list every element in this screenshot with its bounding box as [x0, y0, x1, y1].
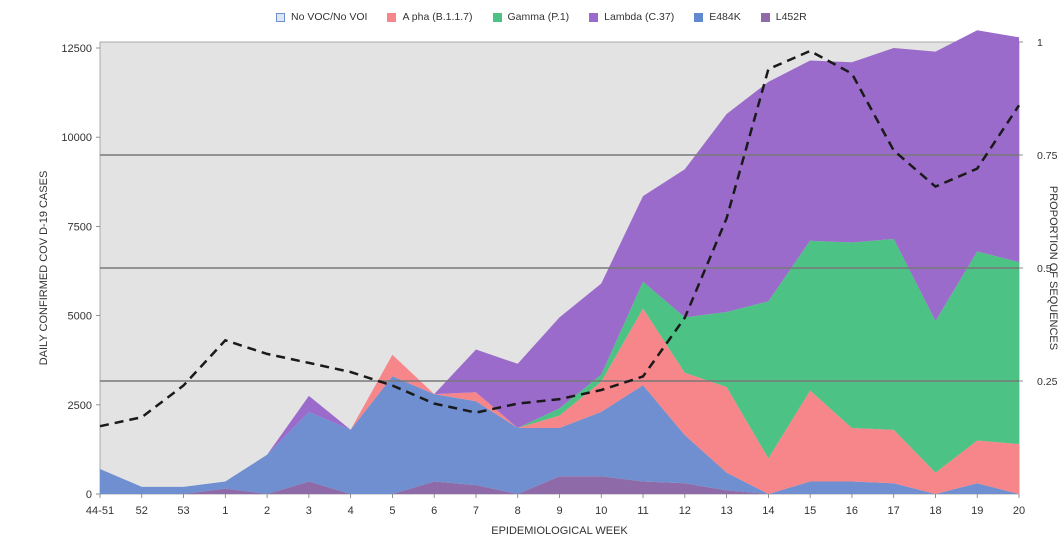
y2-tick-label: 0.25: [1037, 376, 1058, 388]
x-tick-label: 12: [679, 505, 691, 517]
y-tick-label: 2500: [68, 400, 92, 412]
legend-label: A pha (B.1.1.7): [402, 11, 473, 23]
x-tick-label: 14: [762, 505, 774, 517]
legend-label: E484K: [709, 11, 741, 23]
x-tick-label: 6: [431, 505, 437, 517]
legend-swatch: [276, 12, 285, 22]
legend-item: A pha (B.1.1.7): [387, 11, 473, 23]
chart-legend: No VOC/No VOI A pha (B.1.1.7) Gamma (P.1) L…: [276, 8, 827, 26]
x-tick-label: 10: [595, 505, 607, 517]
legend-item: No VOC/No VOI: [276, 11, 367, 23]
y2-tick-label: 1: [1037, 37, 1043, 49]
x-tick-label: 53: [177, 505, 189, 517]
legend-label: No VOC/No VOI: [291, 11, 368, 23]
legend-swatch: [694, 12, 704, 22]
legend-label: Lambda (C.37): [604, 11, 675, 23]
x-tick-label: 44-51: [86, 505, 114, 517]
y-tick-label: 12500: [61, 43, 92, 55]
proportion-line: [99, 49, 1021, 428]
area-no-voc-no-voi: [100, 376, 1019, 494]
x-tick-label: 13: [720, 505, 732, 517]
legend-item: E484K: [694, 11, 741, 23]
legend-swatch: [589, 12, 599, 22]
y2-axis-title: PROPORTION OF SEQUENCES: [1047, 186, 1058, 350]
legend-swatch: [492, 12, 502, 22]
y-tick-label: 7500: [68, 221, 92, 233]
y-tick-label: 0: [86, 489, 92, 501]
y-tick-label: 5000: [68, 311, 92, 323]
legend-item: L452R: [760, 11, 807, 23]
x-tick-label: 17: [888, 505, 900, 517]
x-tick-label: 4: [348, 505, 354, 517]
y-tick-label: 10000: [61, 132, 92, 144]
x-tick-label: 20: [1013, 505, 1025, 517]
legend-item: Gamma (P.1): [492, 11, 570, 23]
x-tick-label: 16: [846, 505, 858, 517]
legend-swatch: [387, 12, 397, 22]
area-a-pha-b-1-1-7-: [100, 308, 1019, 494]
x-tick-label: 7: [473, 505, 479, 517]
area-l452r: [100, 476, 1019, 494]
x-tick-label: 8: [515, 505, 521, 517]
y2-tick-label: 0.75: [1037, 150, 1058, 162]
legend-label: Gamma (P.1): [507, 11, 570, 23]
x-tick-label: 11: [637, 505, 648, 517]
x-tick-label: 52: [136, 505, 148, 517]
legend-label: L452R: [775, 11, 807, 23]
x-tick-label: 15: [804, 505, 816, 517]
legend-item: Lambda (C.37): [589, 11, 674, 23]
x-tick-label: 9: [556, 505, 562, 517]
x-tick-label: 19: [971, 505, 983, 517]
x-tick-label: 1: [222, 505, 228, 517]
legend-swatch: [760, 12, 770, 22]
y-axis-title: DAILY CONFIRMED COV D-19 CASES: [38, 171, 50, 366]
area-lambda-c-37-: [100, 30, 1019, 487]
x-tick-label: 18: [929, 505, 941, 517]
area-gamma-p-1-: [100, 238, 1019, 487]
x-axis-title: EPIDEMIOLOGICAL WEEK: [491, 525, 628, 537]
x-tick-label: 2: [264, 505, 270, 517]
x-tick-label: 3: [306, 505, 312, 517]
x-tick-label: 5: [389, 505, 395, 517]
y2-tick-label: 0.5: [1037, 263, 1052, 275]
